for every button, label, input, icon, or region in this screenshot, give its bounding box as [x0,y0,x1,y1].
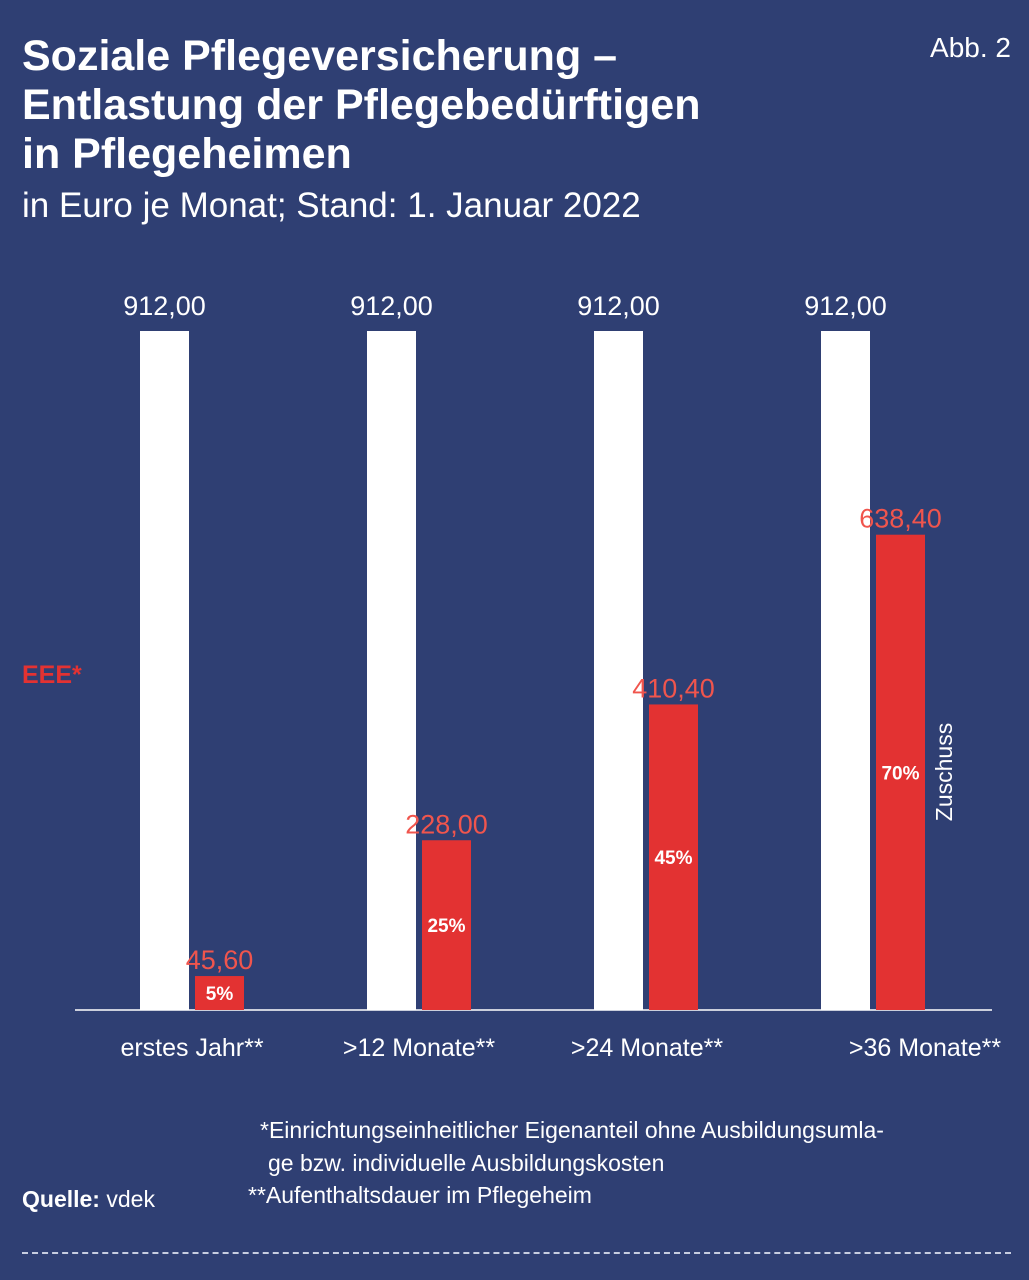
bar-zuschuss-3 [649,704,698,1010]
title-line-3: in Pflegeheimen [22,130,352,178]
value-label-zuschuss-3: 410,40 [632,673,715,703]
title-line-1: Soziale Pflegeversicherung – [22,32,618,80]
percent-label-1: 5% [206,984,234,1005]
legend-zuschuss: Zuschuss [931,723,957,821]
value-label-eee-2: 912,00 [350,291,433,321]
bottom-divider [22,1252,1011,1254]
footnote-eee-line-1: *Einrichtungseinheitlicher Eigenanteil o… [260,1117,884,1143]
bar-eee-1 [140,331,189,1010]
value-label-eee-4: 912,00 [804,291,887,321]
value-label-zuschuss-1: 45,60 [186,945,254,975]
title-line-2: Entlastung der Pflegebedürftigen [22,81,701,129]
footnote-stay: **Aufenthaltsdauer im Pflegeheim [248,1182,592,1208]
bar-eee-2 [367,331,416,1010]
chart-subtitle: in Euro je Monat; Stand: 1. Januar 2022 [22,186,641,225]
bar-eee-3 [594,331,643,1010]
x-tick-label-3: >24 Monate** [571,1034,723,1062]
value-label-eee-1: 912,00 [123,291,206,321]
figure-number: Abb. 2 [930,32,1011,63]
footnote-eee-line-2: ge bzw. individuelle Ausbildungskosten [268,1150,665,1176]
bar-zuschuss-2 [422,840,471,1010]
chart-title: Soziale Pflegeversicherung – Entlastung … [22,32,902,179]
legend-eee: EEE* [22,661,82,689]
percent-label-4: 70% [881,763,919,784]
value-label-zuschuss-2: 228,00 [405,809,488,839]
bar-zuschuss-1 [195,976,244,1010]
bar-zuschuss-4 [876,534,925,1010]
x-tick-label-2: >12 Monate** [343,1034,495,1062]
source-note: Quelle: vdek [22,1186,155,1213]
value-label-zuschuss-4: 638,40 [859,504,942,534]
x-tick-label-1: erstes Jahr** [120,1034,263,1062]
bar-eee-4 [821,331,870,1010]
source-label: Quelle: [22,1186,100,1212]
percent-label-3: 45% [654,848,692,869]
x-tick-label-4: >36 Monate** [849,1034,1001,1062]
source-value: vdek [106,1186,155,1212]
percent-label-2: 25% [427,916,465,937]
value-label-eee-3: 912,00 [577,291,660,321]
